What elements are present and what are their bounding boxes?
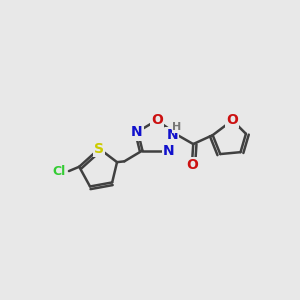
Text: O: O <box>151 113 163 127</box>
Text: O: O <box>226 113 238 127</box>
Text: N: N <box>166 128 178 142</box>
Text: N: N <box>131 125 142 140</box>
Text: N: N <box>163 144 175 158</box>
Text: S: S <box>94 142 104 156</box>
Text: Cl: Cl <box>53 165 66 178</box>
Text: H: H <box>172 122 182 132</box>
Text: O: O <box>186 158 198 172</box>
